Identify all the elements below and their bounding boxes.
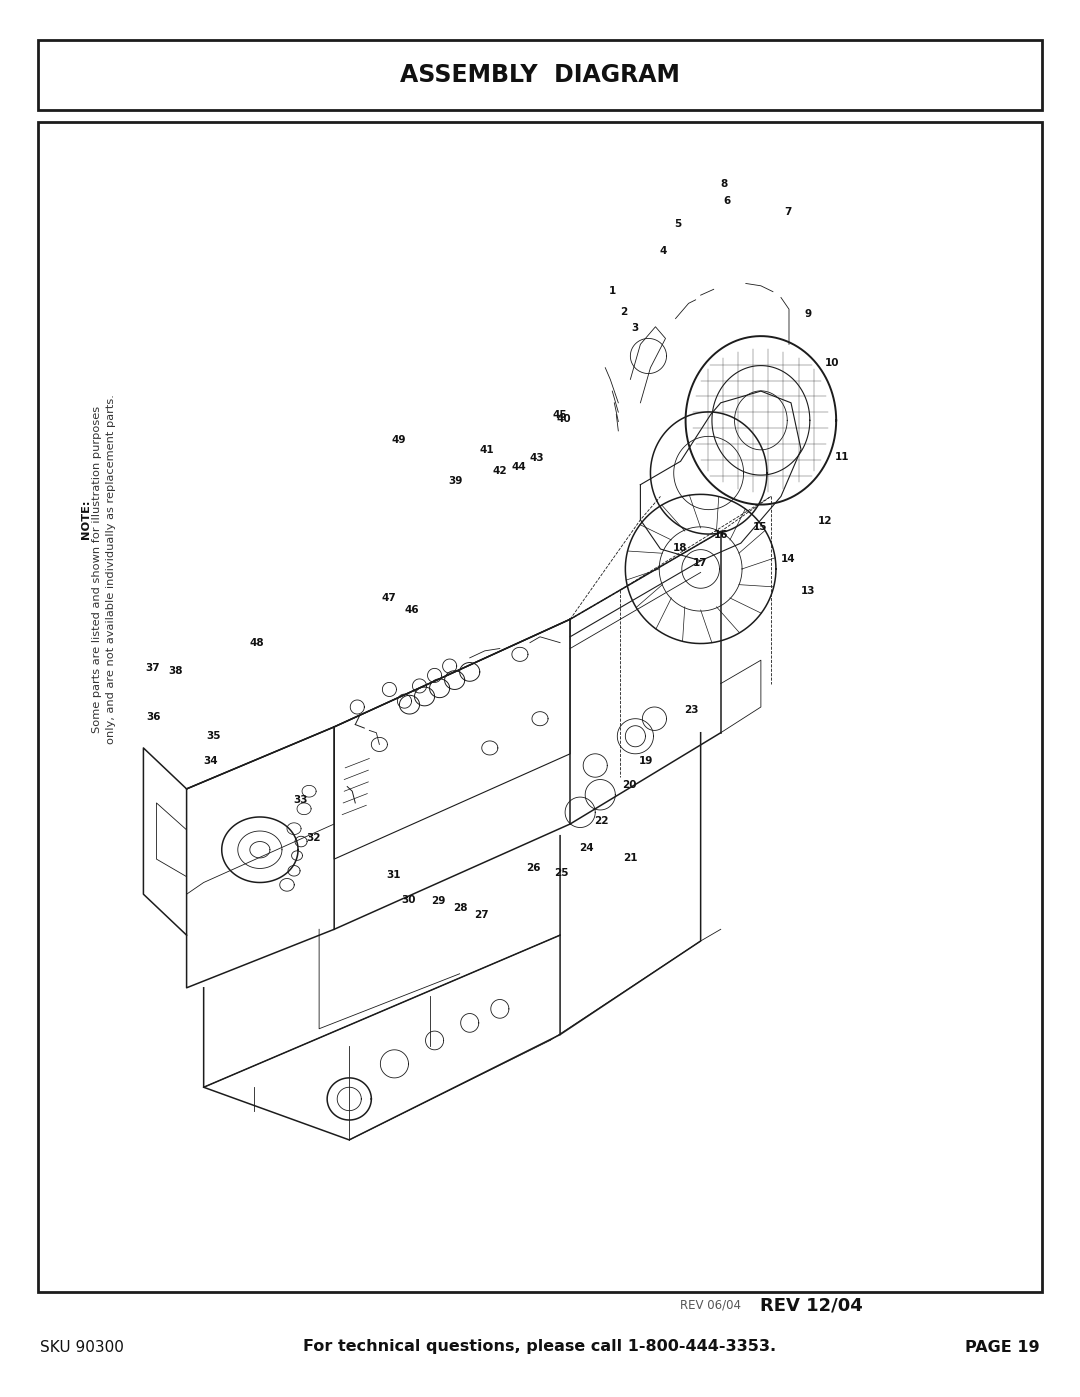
Text: 33: 33 [293, 795, 308, 806]
Text: 4: 4 [660, 246, 666, 257]
Text: 10: 10 [824, 358, 839, 369]
Text: 8: 8 [720, 179, 727, 190]
Text: 12: 12 [818, 515, 833, 527]
Text: 49: 49 [391, 434, 406, 446]
Text: 16: 16 [714, 529, 729, 541]
Text: 18: 18 [673, 542, 688, 553]
Text: 17: 17 [692, 557, 707, 569]
Text: 15: 15 [753, 521, 768, 532]
Text: 23: 23 [684, 704, 699, 715]
Bar [38, 41, 1042, 110]
Text: 42: 42 [492, 465, 508, 476]
Text: NOTE:: NOTE: [81, 500, 91, 539]
Text: 30: 30 [401, 894, 416, 905]
Text: 48: 48 [249, 637, 265, 648]
Text: 43: 43 [529, 453, 544, 464]
Text: 14: 14 [781, 553, 796, 564]
Text: 19: 19 [638, 756, 653, 767]
Text: ASSEMBLY  DIAGRAM: ASSEMBLY DIAGRAM [400, 63, 680, 87]
Text: 29: 29 [431, 895, 446, 907]
Text: 35: 35 [206, 731, 221, 742]
Text: 1: 1 [609, 285, 616, 296]
Text: 47: 47 [381, 592, 396, 604]
Text: 21: 21 [623, 852, 638, 863]
Text: 26: 26 [526, 862, 541, 873]
Text: 44: 44 [511, 461, 526, 472]
Text: Some parts are listed and shown for illustration purposes
only, and are not avai: Some parts are listed and shown for illu… [92, 394, 117, 745]
Text: 11: 11 [835, 451, 850, 462]
Text: 40: 40 [556, 414, 571, 425]
Text: 32: 32 [306, 833, 321, 844]
Text: 3: 3 [632, 323, 638, 334]
Text: 31: 31 [386, 869, 401, 880]
Text: 27: 27 [474, 909, 489, 921]
Text: For technical questions, please call 1-800-444-3353.: For technical questions, please call 1-8… [303, 1340, 777, 1355]
Text: 41: 41 [480, 444, 495, 455]
Text: 9: 9 [805, 309, 811, 320]
Text: 45: 45 [552, 409, 567, 420]
Text: 38: 38 [168, 665, 184, 676]
Bar [38, 122, 1042, 1292]
Text: 37: 37 [145, 662, 160, 673]
Text: 39: 39 [448, 475, 463, 486]
Text: 34: 34 [203, 756, 218, 767]
Text: 6: 6 [724, 196, 730, 207]
Text: 28: 28 [453, 902, 468, 914]
Text: 46: 46 [404, 605, 419, 616]
Text: SKU 90300: SKU 90300 [40, 1340, 124, 1355]
Text: REV 06/04: REV 06/04 [680, 1298, 741, 1312]
Text: 7: 7 [785, 207, 792, 218]
Text: 13: 13 [800, 585, 815, 597]
Text: 5: 5 [675, 218, 681, 229]
Text: 25: 25 [554, 868, 569, 879]
Text: PAGE 19: PAGE 19 [966, 1340, 1040, 1355]
Text: 24: 24 [579, 842, 594, 854]
Text: 2: 2 [621, 306, 627, 317]
Text: REV 12/04: REV 12/04 [760, 1296, 863, 1315]
Text: 36: 36 [146, 711, 161, 722]
Text: 20: 20 [622, 780, 637, 791]
Text: 22: 22 [594, 816, 609, 827]
